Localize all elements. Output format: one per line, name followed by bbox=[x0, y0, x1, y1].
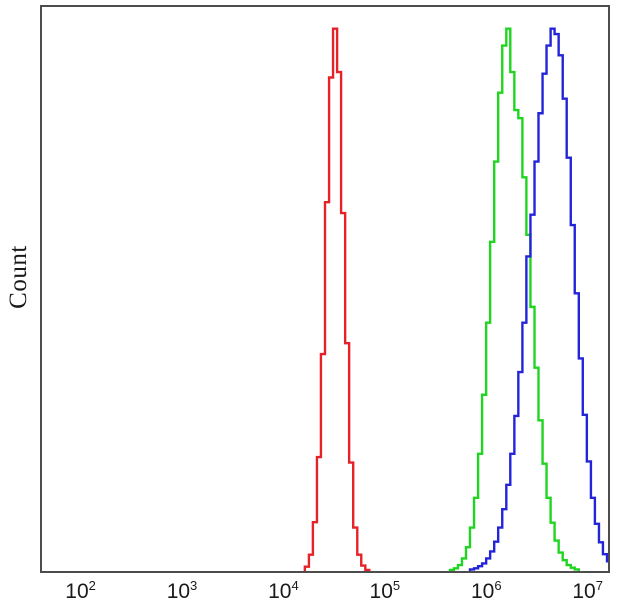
y-axis-label: Count bbox=[5, 245, 32, 309]
tick-base: 10 bbox=[572, 580, 596, 603]
green-population-curve bbox=[448, 27, 580, 571]
tick-base: 10 bbox=[470, 580, 495, 603]
histogram-curves-canvas bbox=[303, 27, 608, 571]
x-axis-tick-labels: 102 103 104 105 106 107 bbox=[0, 578, 619, 610]
plot-area bbox=[40, 5, 610, 573]
tick-exponent: 3 bbox=[190, 578, 198, 593]
x-tick-label-10e5: 105 bbox=[369, 578, 401, 604]
red-population-curve bbox=[303, 27, 371, 571]
tick-base: 10 bbox=[369, 580, 393, 603]
tick-base: 10 bbox=[166, 580, 191, 603]
x-tick-label-10e2: 102 bbox=[65, 578, 96, 604]
blue-population-curve bbox=[468, 27, 608, 571]
x-tick-label-10e6: 106 bbox=[470, 578, 502, 604]
tick-exponent: 4 bbox=[291, 578, 299, 593]
tick-exponent: 5 bbox=[392, 578, 401, 593]
x-tick-label-10e3: 103 bbox=[166, 578, 198, 604]
tick-exponent: 2 bbox=[88, 578, 96, 593]
x-tick-label-10e4: 104 bbox=[268, 578, 299, 604]
tick-exponent: 6 bbox=[494, 578, 502, 593]
tick-base: 10 bbox=[65, 580, 89, 603]
tick-exponent: 7 bbox=[595, 578, 603, 593]
tick-base: 10 bbox=[268, 580, 292, 603]
x-tick-label-10e7: 107 bbox=[572, 578, 603, 604]
